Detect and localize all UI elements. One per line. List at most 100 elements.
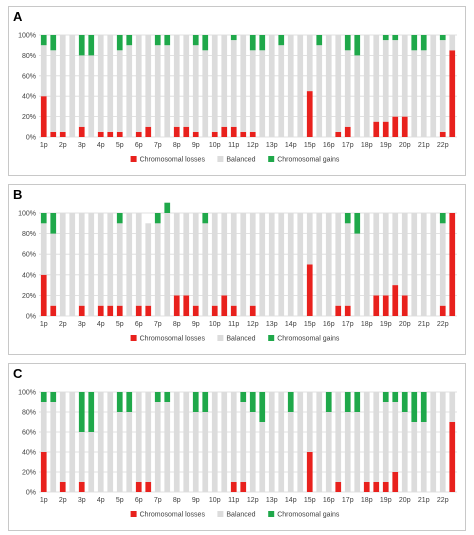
chart-a: 0% 20% 40% 60% 80% 100% 1p 2p 3p 4p 5p 6p 7p 8p 9p 10p 1…	[18, 33, 457, 164]
bar-balanced-3p	[78, 432, 85, 482]
x-tick-label: 14p	[285, 321, 297, 328]
bar-balanced-7p	[154, 45, 161, 138]
bar-gain-5p	[116, 392, 123, 412]
bar-gain-7p	[154, 392, 161, 402]
legend-swatch-gain	[268, 156, 275, 162]
bar-loss-19p	[382, 295, 389, 316]
bar-gain-9q	[202, 35, 209, 51]
bar-balanced-8q	[183, 213, 190, 296]
bar-balanced-19q	[392, 40, 399, 117]
bar-balanced-17q	[354, 412, 361, 492]
bar-gain-9q	[202, 213, 209, 224]
bar-loss-6p	[135, 482, 142, 492]
bar-balanced-17q	[354, 55, 361, 137]
x-tick-label: 2p	[59, 142, 67, 149]
bar-balanced-20p	[401, 35, 408, 117]
bar-gain-16p	[325, 392, 332, 412]
bar-balanced-13q	[278, 213, 285, 316]
x-tick-label: 22p	[437, 321, 449, 328]
x-tick-label: 7p	[154, 321, 162, 328]
bar-balanced-21p	[420, 213, 427, 316]
bar-balanced-14q	[297, 213, 304, 316]
bar-loss-17p	[344, 126, 351, 137]
bar-gain-3q	[88, 35, 95, 56]
x-tick-label: 12p	[247, 497, 259, 504]
bar-balanced-10p	[211, 392, 218, 492]
x-tick-label: 5p	[116, 497, 124, 504]
bar-gain-7p	[154, 213, 161, 224]
bar-balanced-7p	[154, 402, 161, 492]
bar-balanced-4p	[97, 35, 104, 132]
bar-balanced-12q	[259, 422, 266, 492]
legend-swatch-gain	[268, 511, 275, 517]
bar-balanced-12p	[249, 412, 256, 492]
x-tick-label: 7p	[154, 142, 162, 149]
bar-loss-10q	[221, 126, 228, 137]
y-tick-label: 100%	[18, 211, 36, 218]
bar-balanced-9q	[202, 223, 209, 316]
bar-balanced-11q	[240, 213, 247, 316]
bar-gain-21p	[420, 35, 427, 51]
bar-balanced-21p	[420, 50, 427, 137]
bar-balanced-18q	[373, 392, 380, 482]
bar-loss-20p	[401, 295, 408, 316]
bar-balanced-22p	[439, 223, 446, 306]
x-tick-label: 4p	[97, 321, 105, 328]
bar-balanced-21q	[430, 392, 437, 492]
x-tick-label: 19p	[380, 497, 392, 504]
x-tick-label: 16p	[323, 497, 335, 504]
panel-a-letter: A	[13, 9, 23, 24]
x-tick-label: 22p	[437, 497, 449, 504]
bar-balanced-20p	[401, 412, 408, 492]
bar-loss-6p	[135, 131, 142, 137]
bar-balanced-6q	[145, 223, 152, 306]
legend-label-gain: Chromosomal gains	[277, 157, 340, 164]
x-tick-label: 9p	[192, 497, 200, 504]
bar-balanced-17q	[354, 233, 361, 316]
bar-balanced-16p	[325, 412, 332, 492]
bar-gain-17q	[354, 35, 361, 56]
bar-balanced-14q	[297, 35, 304, 137]
y-tick-label: 0%	[26, 135, 36, 142]
bar-balanced-7p	[154, 223, 161, 316]
bar-gain-5q	[126, 35, 133, 46]
bar-balanced-20p	[401, 213, 408, 296]
bar-balanced-4p	[97, 213, 104, 306]
bar-gain-17q	[354, 213, 361, 234]
bar-loss-22p	[439, 131, 446, 137]
bar-balanced-16p	[325, 35, 332, 137]
bar-loss-22p	[439, 305, 446, 316]
x-tick-label: 6p	[135, 321, 143, 328]
bar-gain-15q	[316, 35, 323, 46]
bar-gain-17q	[354, 392, 361, 412]
bar-balanced-11q	[240, 402, 247, 482]
bar-loss-15p	[306, 452, 313, 492]
legend-swatch-loss	[130, 156, 137, 162]
x-tick-label: 1p	[40, 142, 48, 149]
bar-gain-11p	[230, 35, 237, 41]
y-tick-label: 20%	[22, 293, 36, 300]
bar-balanced-17p	[344, 223, 351, 306]
bar-loss-12p	[249, 305, 256, 316]
bar-gain-7q	[164, 392, 171, 402]
bar-gain-9p	[192, 35, 199, 46]
bar-gain-7p	[154, 35, 161, 46]
x-tick-label: 20p	[399, 321, 411, 328]
bar-balanced-14q	[297, 392, 304, 492]
bar-balanced-15q	[316, 213, 323, 316]
bar-loss-16q	[335, 482, 342, 492]
bar-balanced-11q	[240, 35, 247, 132]
bar-balanced-6p	[135, 35, 142, 132]
bar-gain-19p	[382, 35, 389, 41]
bar-balanced-8q	[183, 392, 190, 492]
x-tick-label: 9p	[192, 321, 200, 328]
legend-label-loss: Chromosomal losses	[140, 336, 206, 343]
bar-loss-19q	[392, 472, 399, 492]
bar-balanced-11p	[230, 392, 237, 482]
bar-balanced-14p	[287, 412, 294, 492]
bar-gain-12q	[259, 392, 266, 422]
legend-swatch-loss	[130, 335, 137, 341]
bar-gain-1p	[40, 392, 47, 402]
bar-loss-2p	[59, 482, 66, 492]
bar-loss-19q	[392, 285, 399, 316]
